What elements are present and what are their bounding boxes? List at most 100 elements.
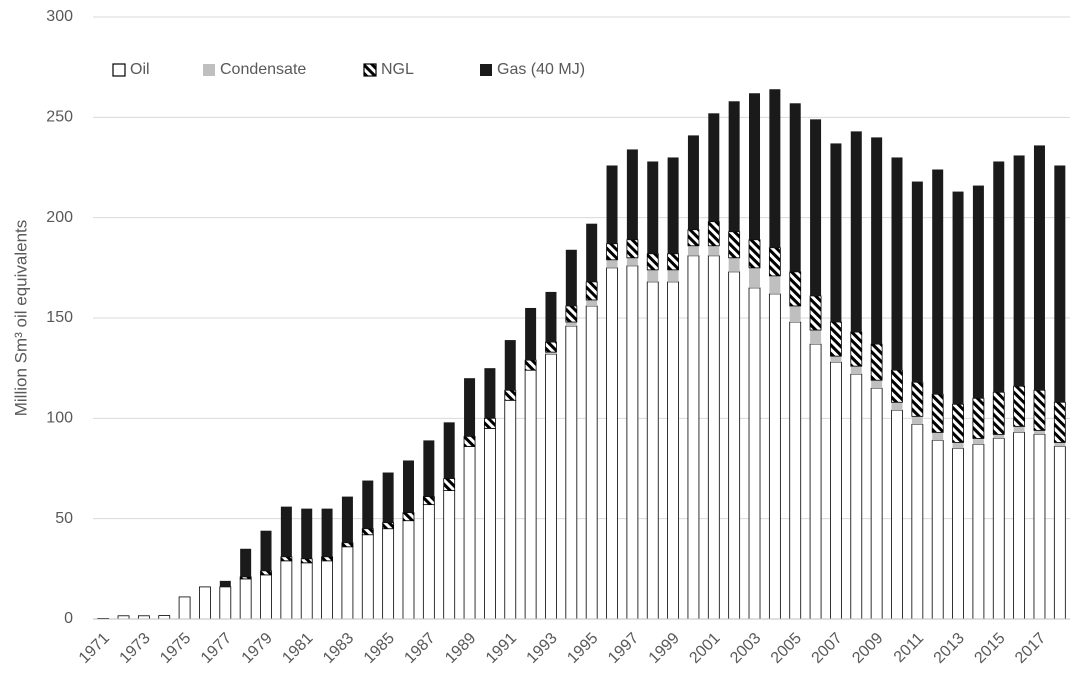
y-tick-label: 200 [46,209,73,226]
bar-segment [830,356,842,363]
bar-segment [932,432,944,441]
bar-segment [422,496,435,506]
bar-segment [362,480,374,529]
bar-segment [585,305,598,620]
x-tick-label: 2007 [809,630,846,667]
bar-segment [260,530,272,571]
bar-segment [748,287,761,620]
bar-segment [606,243,618,261]
bar-segment [952,442,964,449]
x-tick-label: 1979 [239,630,276,667]
bar-segment [585,281,598,301]
bar-segment [626,239,639,259]
bar-segment [972,438,984,445]
bar-segment [463,446,476,620]
bar-segment [382,472,394,523]
bar-segment [850,331,863,367]
bar-segment [728,271,741,620]
y-tick-label: 100 [46,410,73,427]
bar-segment [891,369,903,403]
bar-segment [463,435,476,447]
x-tick-label: 1997 [605,630,642,667]
bar-segment [728,257,740,272]
bar-segment [769,275,781,294]
bar-segment [240,548,252,577]
y-tick-label: 150 [46,309,73,326]
bar-segment [830,321,842,357]
bar-segment [1053,401,1066,443]
x-tick-label: 2011 [891,630,927,666]
bar-segment [972,397,985,439]
x-tick-label: 2005 [768,630,805,667]
bar-segment [484,417,496,429]
bar-segment [1013,431,1026,620]
bar-segment [341,542,354,548]
bar-segment [932,169,944,395]
bar-segment [931,440,944,620]
bar-segment [850,366,862,375]
bar-segment [769,89,781,248]
bar-segment [1054,442,1066,447]
bar-segment [728,101,740,232]
legend-label: Oil [130,61,150,78]
bar-segment [260,570,272,576]
bar-segment [749,267,761,288]
x-tick-label: 1977 [198,630,235,667]
bar-segment [911,381,924,417]
bar-segment [871,380,883,389]
bar-segment [768,247,781,277]
bar-segment [830,361,842,620]
legend-marker [363,63,377,77]
bar-segment [667,269,679,282]
bar-segment [728,231,741,259]
bar-segment [606,165,618,244]
bar-segment [504,340,516,391]
bar-segment [545,341,557,353]
legend-marker [480,64,492,76]
bar-segment [402,460,414,513]
bar-segment [422,504,435,620]
bar-segment [850,131,862,333]
bar-segment [239,578,252,620]
bar-segment [219,586,232,620]
bar-segment [178,596,191,620]
x-tick-label: 2017 [1012,630,1049,667]
bar-segment [504,389,517,401]
bar-segment [646,281,659,620]
bar-segment [504,399,517,620]
bar-segment [870,387,883,620]
bar-segment [647,269,659,282]
x-tick-label: 1993 [524,630,561,667]
bar-segment [891,157,903,371]
bar-segment [361,534,374,620]
bar-segment [870,343,883,381]
bar-segment [708,113,720,222]
bar-segment [891,402,903,411]
bar-segment [443,478,456,491]
bar-segment [789,305,801,323]
bar-segment [1013,385,1026,427]
bar-segment [341,496,353,543]
bar-segment [647,161,659,254]
legend-label: NGL [381,61,414,78]
x-tick-label: 1983 [320,630,357,667]
bar-segment [993,434,1005,439]
bar-segment [992,437,1005,620]
bar-segment [1033,145,1045,391]
bar-segment [545,352,557,355]
bar-segment [565,305,578,323]
bar-segment [687,229,700,247]
bar-segment [158,615,171,620]
bar-segment [484,368,496,419]
bar-segment [382,522,395,530]
bar-segment [646,253,659,271]
x-tick-label: 1991 [483,630,520,667]
bar-segment [850,373,863,620]
bar-segment [341,546,354,620]
bar-segment [687,245,699,256]
bar-segment [443,422,455,479]
bar-segment [972,444,985,620]
bar-segment [606,259,618,268]
x-tick-label: 1975 [157,630,194,667]
bar-segment [524,359,537,371]
